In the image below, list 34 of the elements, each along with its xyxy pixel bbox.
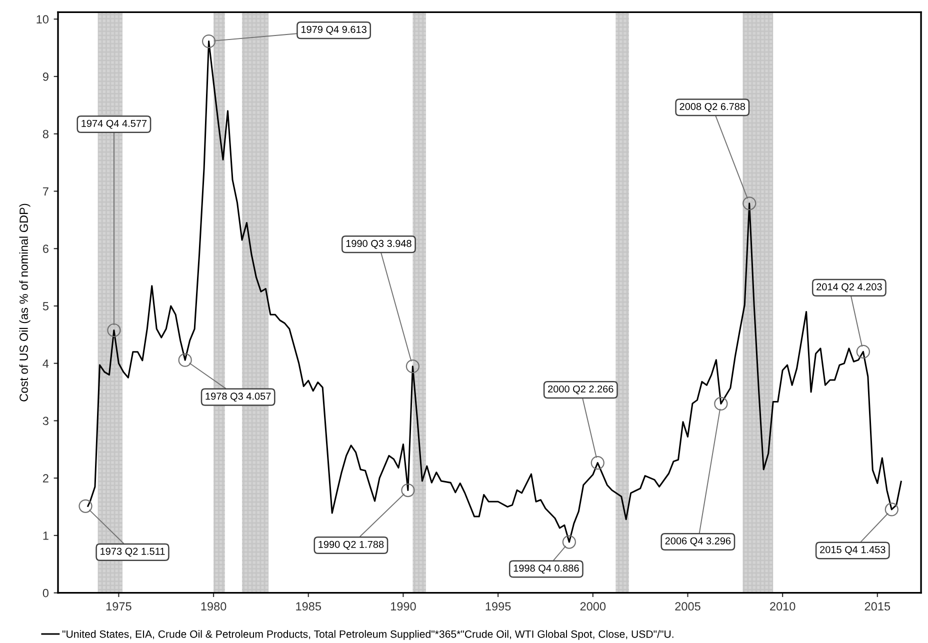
x-tick-label: 2005 [675,602,700,611]
annotation: 2000 Q2 2.266 [548,385,614,394]
legend-label: "United States, EIA, Crude Oil & Petroleum Products, Total Petroleum Supplied"*365*"Crude Oil, WTI Global Spot, Close, USD"/"U. [62,630,674,640]
annotation: 1990 Q3 3.948 [346,240,412,249]
y-tick-label: 1 [43,532,48,540]
x-tick-label: 1985 [296,602,322,611]
x-tick-label: 1980 [201,602,226,611]
y-tick-label: 6 [43,244,48,253]
x-tick-label: 1975 [106,602,132,611]
annotation: 2008 Q2 6.788 [680,102,746,112]
y-tick-label: 7 [43,187,48,196]
y-tick-label: 10 [36,15,49,24]
y-tick-label: 8 [42,130,48,138]
x-tick-label: 1990 [390,602,416,611]
x-tick-label: 2010 [770,602,796,611]
y-tick-label: 4 [42,360,49,368]
x-tick-label: 1995 [486,602,511,611]
annotation: 2015 Q4 1.453 [820,546,886,555]
x-tick-label: 2000 [580,602,606,611]
annotation: 2014 Q2 4.203 [816,283,882,292]
annotation: 1979 Q4 9.613 [301,26,366,35]
annotation: 1973 Q2 1.511 [100,548,165,557]
annotation: 1978 Q3 4.057 [206,392,271,402]
y-tick-label: 0 [42,588,49,598]
annotation: 2006 Q4 3.296 [665,537,731,546]
y-tick-label: 2 [43,474,48,482]
y-tick-label: 9 [42,72,48,81]
y-tick-label: 5 [42,302,48,310]
y-tick-label: 3 [42,416,48,426]
annotation: 1974 Q4 4.577 [82,120,147,129]
annotation: 1998 Q4 0.886 [514,564,579,574]
annotation: 1990 Q2 1.788 [318,540,384,550]
y-axis-title: Cost of US Oil (as % of nominal GDP) [19,204,30,402]
x-tick-label: 2015 [864,602,890,611]
